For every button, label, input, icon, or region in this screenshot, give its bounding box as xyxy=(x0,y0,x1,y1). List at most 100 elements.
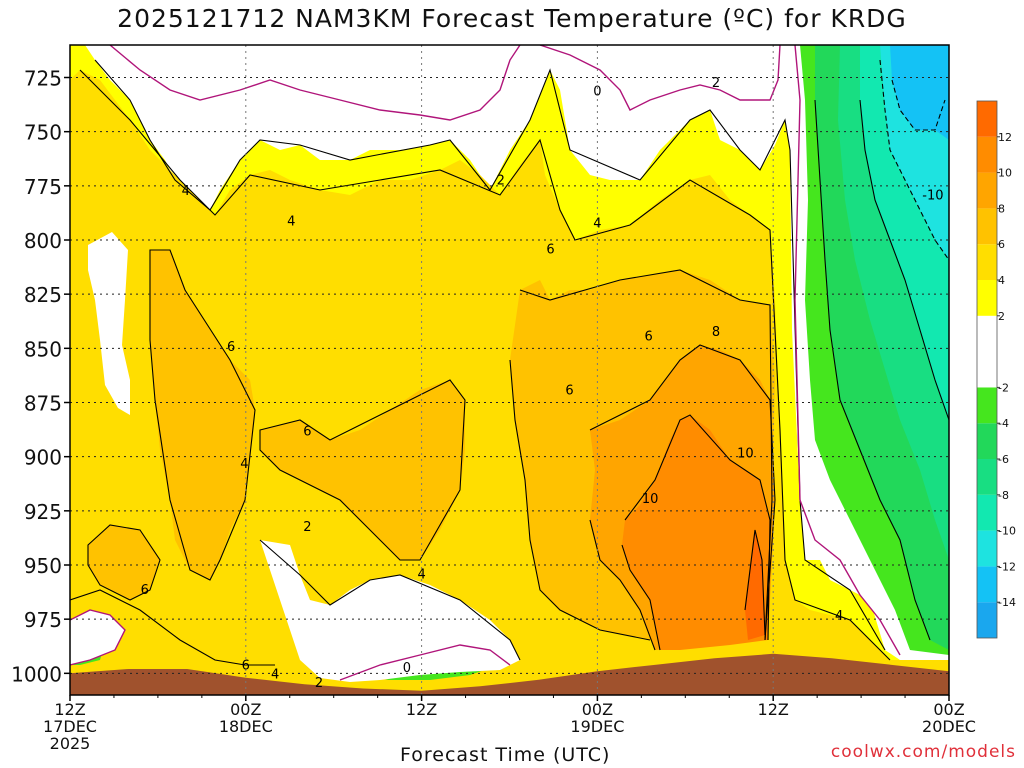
contour-line-2-low xyxy=(259,539,521,661)
y-tick-label: 925 xyxy=(24,500,62,524)
colorbar-segment xyxy=(977,136,997,173)
colorbar-segment xyxy=(977,459,997,495)
colorbar-label: 10 xyxy=(998,167,1012,180)
y-tick-label: 900 xyxy=(24,446,62,470)
contour-line-6d xyxy=(87,524,161,601)
colorbar-segment xyxy=(977,315,997,388)
y-tick-label: 750 xyxy=(24,121,62,145)
terrain-surface xyxy=(70,653,949,695)
contour-label: 4 xyxy=(593,217,601,232)
colorbar-label: -12 xyxy=(998,560,1016,573)
contour-label: 4 xyxy=(271,667,279,682)
contour-label: 6 xyxy=(242,659,250,674)
zero-line-low-left xyxy=(70,609,126,666)
y-tick-label: 800 xyxy=(24,229,62,253)
colorbar-label: 6 xyxy=(998,238,1005,251)
colorbar-label: -4 xyxy=(998,417,1009,430)
contour-label: 6 xyxy=(303,425,311,440)
fill-cold-12-14 xyxy=(890,45,949,140)
credit-link[interactable]: coolwx.com/models xyxy=(830,742,1016,762)
contour-label: 2 xyxy=(303,520,311,535)
x-axis-label: Forecast Time (UTC) xyxy=(400,744,611,766)
zero-line-top-1 xyxy=(109,45,521,121)
colorbar-label: 12 xyxy=(998,131,1012,144)
colorbar-segment xyxy=(977,387,997,424)
contour-line-6c xyxy=(259,379,466,561)
contour-label: 6 xyxy=(645,329,653,344)
zero-line-low-mid xyxy=(339,644,511,681)
contour-label: 2 xyxy=(712,76,720,91)
contour-label: 10 xyxy=(642,492,659,507)
x-tick-label: 19DEC xyxy=(570,717,624,736)
colorbar-segment xyxy=(977,494,997,531)
x-tick-label: 12Z xyxy=(54,700,85,719)
colorbar-label: 4 xyxy=(998,274,1005,287)
y-tick-label: 975 xyxy=(24,608,62,632)
contour-label: 6 xyxy=(227,340,235,355)
x-tick-label: 2025 xyxy=(50,734,91,753)
y-tick-label: 775 xyxy=(24,175,62,199)
contour-label: 8 xyxy=(712,325,720,340)
contour-line-10 xyxy=(621,414,771,651)
chart-title: 2025121712 NAM3KM Forecast Temperature (… xyxy=(117,4,907,33)
y-tick-label: 1000 xyxy=(11,662,62,686)
x-tick-label: 17DEC xyxy=(43,717,97,736)
contour-label: 10 xyxy=(737,446,754,461)
contour-line-6a xyxy=(149,249,256,581)
contour-line-4-low xyxy=(70,589,275,666)
colorbar-label: 8 xyxy=(998,202,1005,215)
x-tick-label: 18DEC xyxy=(219,717,273,736)
y-tick-label: 950 xyxy=(24,554,62,578)
fill-white-pocket-1 xyxy=(110,45,520,120)
x-tick-label: 20DEC xyxy=(922,717,976,736)
x-tick-label: 12Z xyxy=(758,700,789,719)
contour-label: 4 xyxy=(417,568,425,583)
colorbar-label: -8 xyxy=(998,489,1009,502)
colorbar-label: -6 xyxy=(998,453,1009,466)
y-tick-label: 825 xyxy=(24,283,62,307)
colorbar-segment xyxy=(977,530,997,567)
contour-label: 2 xyxy=(315,676,323,691)
x-tick-label: 00Z xyxy=(582,700,613,719)
contour-label: 4 xyxy=(835,609,843,624)
contour-line-minus12 xyxy=(891,79,946,131)
contour-label: 0 xyxy=(593,85,601,100)
contour-label: 0 xyxy=(403,661,411,676)
contour-line-12 xyxy=(744,529,766,636)
contour-line-minus4 xyxy=(814,99,931,641)
contour-label: 4 xyxy=(287,215,295,230)
contour-label: 6 xyxy=(565,384,573,399)
colorbar-segment xyxy=(977,101,997,137)
contour-label: 4 xyxy=(240,457,248,472)
x-tick-label: 00Z xyxy=(933,700,964,719)
colorbar-segment xyxy=(977,566,997,603)
contour-label: 6 xyxy=(546,243,554,258)
contour-label: 2 xyxy=(497,173,505,188)
colorbar-label: -10 xyxy=(998,525,1016,538)
contour-label: 6 xyxy=(141,583,149,598)
zero-line-right xyxy=(794,45,901,656)
contour-label: 4 xyxy=(182,184,190,199)
colorbar-label: -2 xyxy=(998,381,1009,394)
y-tick-label: 850 xyxy=(24,337,62,361)
y-tick-label: 725 xyxy=(24,67,62,91)
colorbar-segment xyxy=(977,208,997,245)
colorbar-segment xyxy=(977,423,997,459)
contour-line-minus10 xyxy=(879,59,949,261)
fill-white-pocket-5 xyxy=(88,232,130,415)
colorbar-label: -14 xyxy=(998,596,1016,609)
contour-line-6b xyxy=(509,269,773,641)
contour-line-minus8 xyxy=(859,99,949,421)
colorbar-segment xyxy=(977,602,997,638)
colorbar-segment xyxy=(977,280,997,316)
colorbar-segment xyxy=(977,172,997,209)
contour-label: -10 xyxy=(922,189,943,204)
x-tick-label: 12Z xyxy=(406,700,437,719)
colorbar-frame xyxy=(976,100,998,639)
contour-line-4 xyxy=(79,69,891,661)
fill-warm-12-14 xyxy=(745,530,765,640)
colorbar-label: 2 xyxy=(998,310,1005,323)
zero-line-top-2 xyxy=(539,45,781,111)
y-tick-label: 875 xyxy=(24,392,62,416)
